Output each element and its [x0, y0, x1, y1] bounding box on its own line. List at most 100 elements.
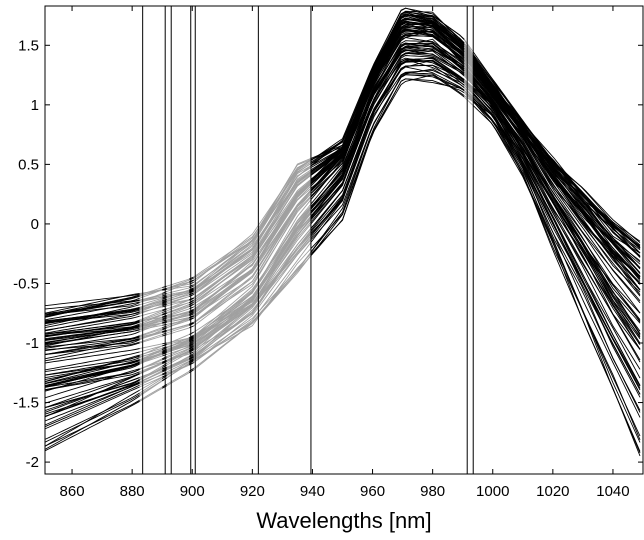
x-axis-ticks: 860 880 900 920 940 960 980 1000 1020 1040	[60, 6, 630, 500]
spectrum-line	[44, 301, 140, 321]
spectrum-line	[44, 335, 140, 348]
spectrum-line	[44, 361, 140, 385]
spectrum-line	[189, 335, 194, 339]
spectrum-line	[189, 279, 194, 283]
spectrum-line	[162, 356, 167, 360]
spectrum-line	[189, 311, 194, 315]
spectrum-line	[44, 371, 140, 391]
spectrum-line-selected	[166, 317, 190, 323]
spectrum-line	[44, 312, 140, 332]
spectrum-line	[162, 320, 167, 324]
spectrum-line	[310, 25, 465, 183]
spectrum-line	[44, 339, 140, 351]
spectrum-line-selected	[166, 350, 190, 363]
spectrum-line	[472, 72, 641, 283]
spectrum-line	[188, 356, 194, 360]
spectrum-line-selected	[463, 87, 474, 97]
spectrum-line-selected	[139, 378, 163, 394]
spectrum-line	[44, 382, 140, 422]
spectrum-line-selected	[139, 295, 163, 301]
spectrum-line-selected	[139, 351, 163, 358]
spectrum-line	[44, 306, 140, 323]
spectrum-line	[44, 293, 140, 307]
spectrum-line-selected	[139, 289, 163, 297]
spectrum-line	[188, 358, 194, 363]
spectrum-line	[44, 386, 140, 430]
spectrum-line	[162, 303, 167, 306]
spectrum-line-selected	[139, 386, 163, 401]
spectrum-line	[189, 292, 194, 296]
spectrum-line	[44, 368, 140, 391]
spectrum-line	[162, 303, 167, 307]
spectrum-line	[310, 59, 465, 229]
y-axis-ticks: 1.5 1 0.5 0 -0.5 -1 -1.5 -2	[13, 37, 643, 471]
spectrum-line	[310, 29, 465, 198]
spectrum-line	[162, 317, 167, 320]
spectrum-line-selected	[166, 372, 190, 387]
spectrum-line	[189, 325, 194, 329]
spectrum-line	[44, 338, 140, 355]
spectrum-line	[162, 354, 167, 357]
spectrum-line-selected	[463, 85, 474, 95]
spectrum-line-selected	[166, 348, 190, 361]
spectrum-line-selected	[166, 283, 190, 290]
spectrum-line	[44, 392, 140, 440]
spectrum-line	[44, 376, 140, 413]
spectrum-line	[188, 368, 194, 372]
spectrum-line	[472, 62, 641, 265]
spectrum-line-selected	[463, 65, 474, 78]
spectrum-line-selected	[166, 317, 190, 329]
spectrum-line-selected	[139, 370, 163, 383]
spectrum-line	[44, 359, 140, 384]
y-tick-label: 1.5	[18, 37, 39, 54]
spectrum-line	[44, 326, 140, 344]
spectrum-line	[44, 299, 140, 316]
spectrum-line-selected	[463, 66, 474, 79]
spectrum-line	[44, 357, 140, 376]
spectrum-line-selected	[463, 51, 474, 65]
plot-background	[45, 6, 643, 474]
spectrum-line-selected	[139, 318, 163, 326]
spectrum-line	[189, 287, 194, 291]
spectrum-line-selected	[193, 181, 312, 314]
spectrum-line-selected	[193, 196, 312, 324]
spectrum-line	[44, 325, 140, 347]
spectrum-line-selected	[193, 239, 312, 363]
spectrum-line-selected	[139, 362, 163, 373]
spectrum-line	[189, 317, 194, 321]
spectrum-line-selected	[139, 328, 163, 337]
spectrum-line	[310, 55, 465, 218]
spectrum-line-selected	[139, 376, 163, 388]
spectrum-line	[188, 345, 194, 349]
spectrum-line-selected	[139, 334, 163, 343]
spectrum-line	[162, 372, 167, 376]
spectrum-line	[162, 374, 167, 378]
spectrum-line	[188, 360, 194, 365]
spectrum-line	[44, 320, 140, 335]
spectrum-line	[162, 350, 167, 354]
spectrum-line-selected	[166, 312, 190, 317]
spectrum-line	[44, 331, 140, 349]
spectrum-line	[188, 355, 194, 359]
spectrum-line-selected	[166, 361, 190, 376]
spectrum-line-selected	[166, 290, 190, 298]
spectrum-line	[310, 64, 465, 235]
spectrum-line	[162, 371, 167, 375]
spectrum-line	[162, 330, 167, 333]
spectrum-line	[310, 43, 465, 205]
spectrum-line	[189, 285, 194, 289]
spectrum-line-selected	[139, 380, 163, 397]
spectrum-line-selected	[139, 368, 163, 381]
spectrum-line	[162, 305, 167, 308]
spectrum-line-selected	[463, 81, 474, 92]
spectrum-line-selected	[166, 287, 190, 294]
spectrum-line-selected	[139, 380, 163, 395]
spectrum-line	[162, 300, 167, 303]
spectrum-line	[472, 96, 641, 398]
spectrum-line-selected	[193, 193, 312, 327]
spectrum-line	[44, 394, 140, 443]
spectrum-line-selected	[139, 349, 163, 361]
spectrum-line-selected	[139, 301, 163, 308]
spectrum-line-selected	[463, 70, 474, 84]
